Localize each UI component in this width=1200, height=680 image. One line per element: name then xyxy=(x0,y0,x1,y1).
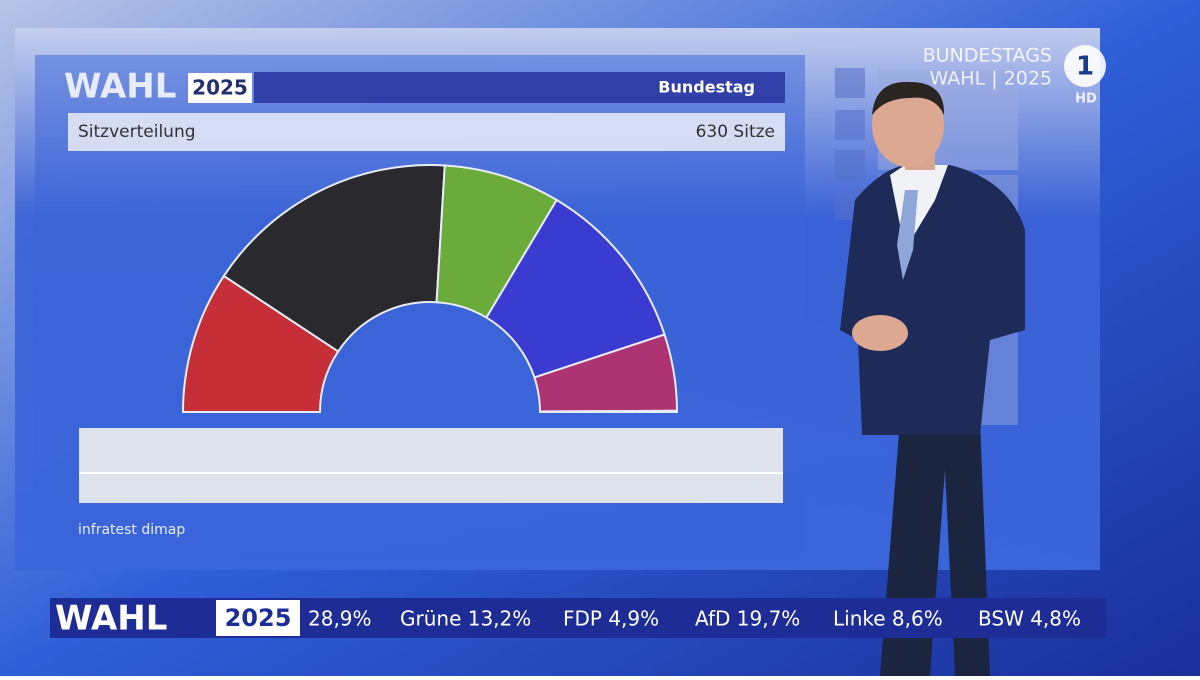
ticker-item: 28,9% xyxy=(308,607,372,631)
ticker-year-box xyxy=(216,600,300,636)
header-bar xyxy=(254,72,785,103)
seat-wedge xyxy=(538,409,679,413)
ticker-items: 28,9% Grüne 13,2% FDP 4,9% AfD 19,7% Linke 8… xyxy=(308,607,1081,631)
brand-bottom: WAHL | 2025 xyxy=(930,68,1052,90)
ticker-item: Grüne 13,2% xyxy=(400,607,531,631)
ticker-item: BSW 4,8% xyxy=(978,607,1081,631)
ticker-logo-word: WAHL xyxy=(55,599,167,639)
ticker-item: FDP 4,9% xyxy=(563,607,659,631)
logo-year: 2025 xyxy=(192,76,248,100)
ticker-item: AfD 19,7% xyxy=(695,607,800,631)
channel-label: Bundestag xyxy=(658,78,755,97)
brand-top: BUNDESTAGS xyxy=(923,45,1052,67)
source: infratest dimap xyxy=(78,522,185,538)
channel-number: 1 xyxy=(1076,52,1094,82)
legend-table xyxy=(79,428,783,503)
ticker-logo-year: 2025 xyxy=(225,604,292,632)
subtitle-bar xyxy=(68,113,785,151)
ticker-item: Linke 8,6% xyxy=(833,607,943,631)
logo-word: WAHL xyxy=(64,67,176,107)
seat-wedge xyxy=(485,198,666,379)
logo-year-box xyxy=(188,73,252,103)
hd-mark: HD xyxy=(1075,92,1097,107)
subtitle: Sitzverteilung xyxy=(78,122,196,142)
channel-logo xyxy=(1064,45,1106,87)
seat-total: 630 Sitze xyxy=(696,122,775,142)
seat-wedge xyxy=(222,164,446,353)
